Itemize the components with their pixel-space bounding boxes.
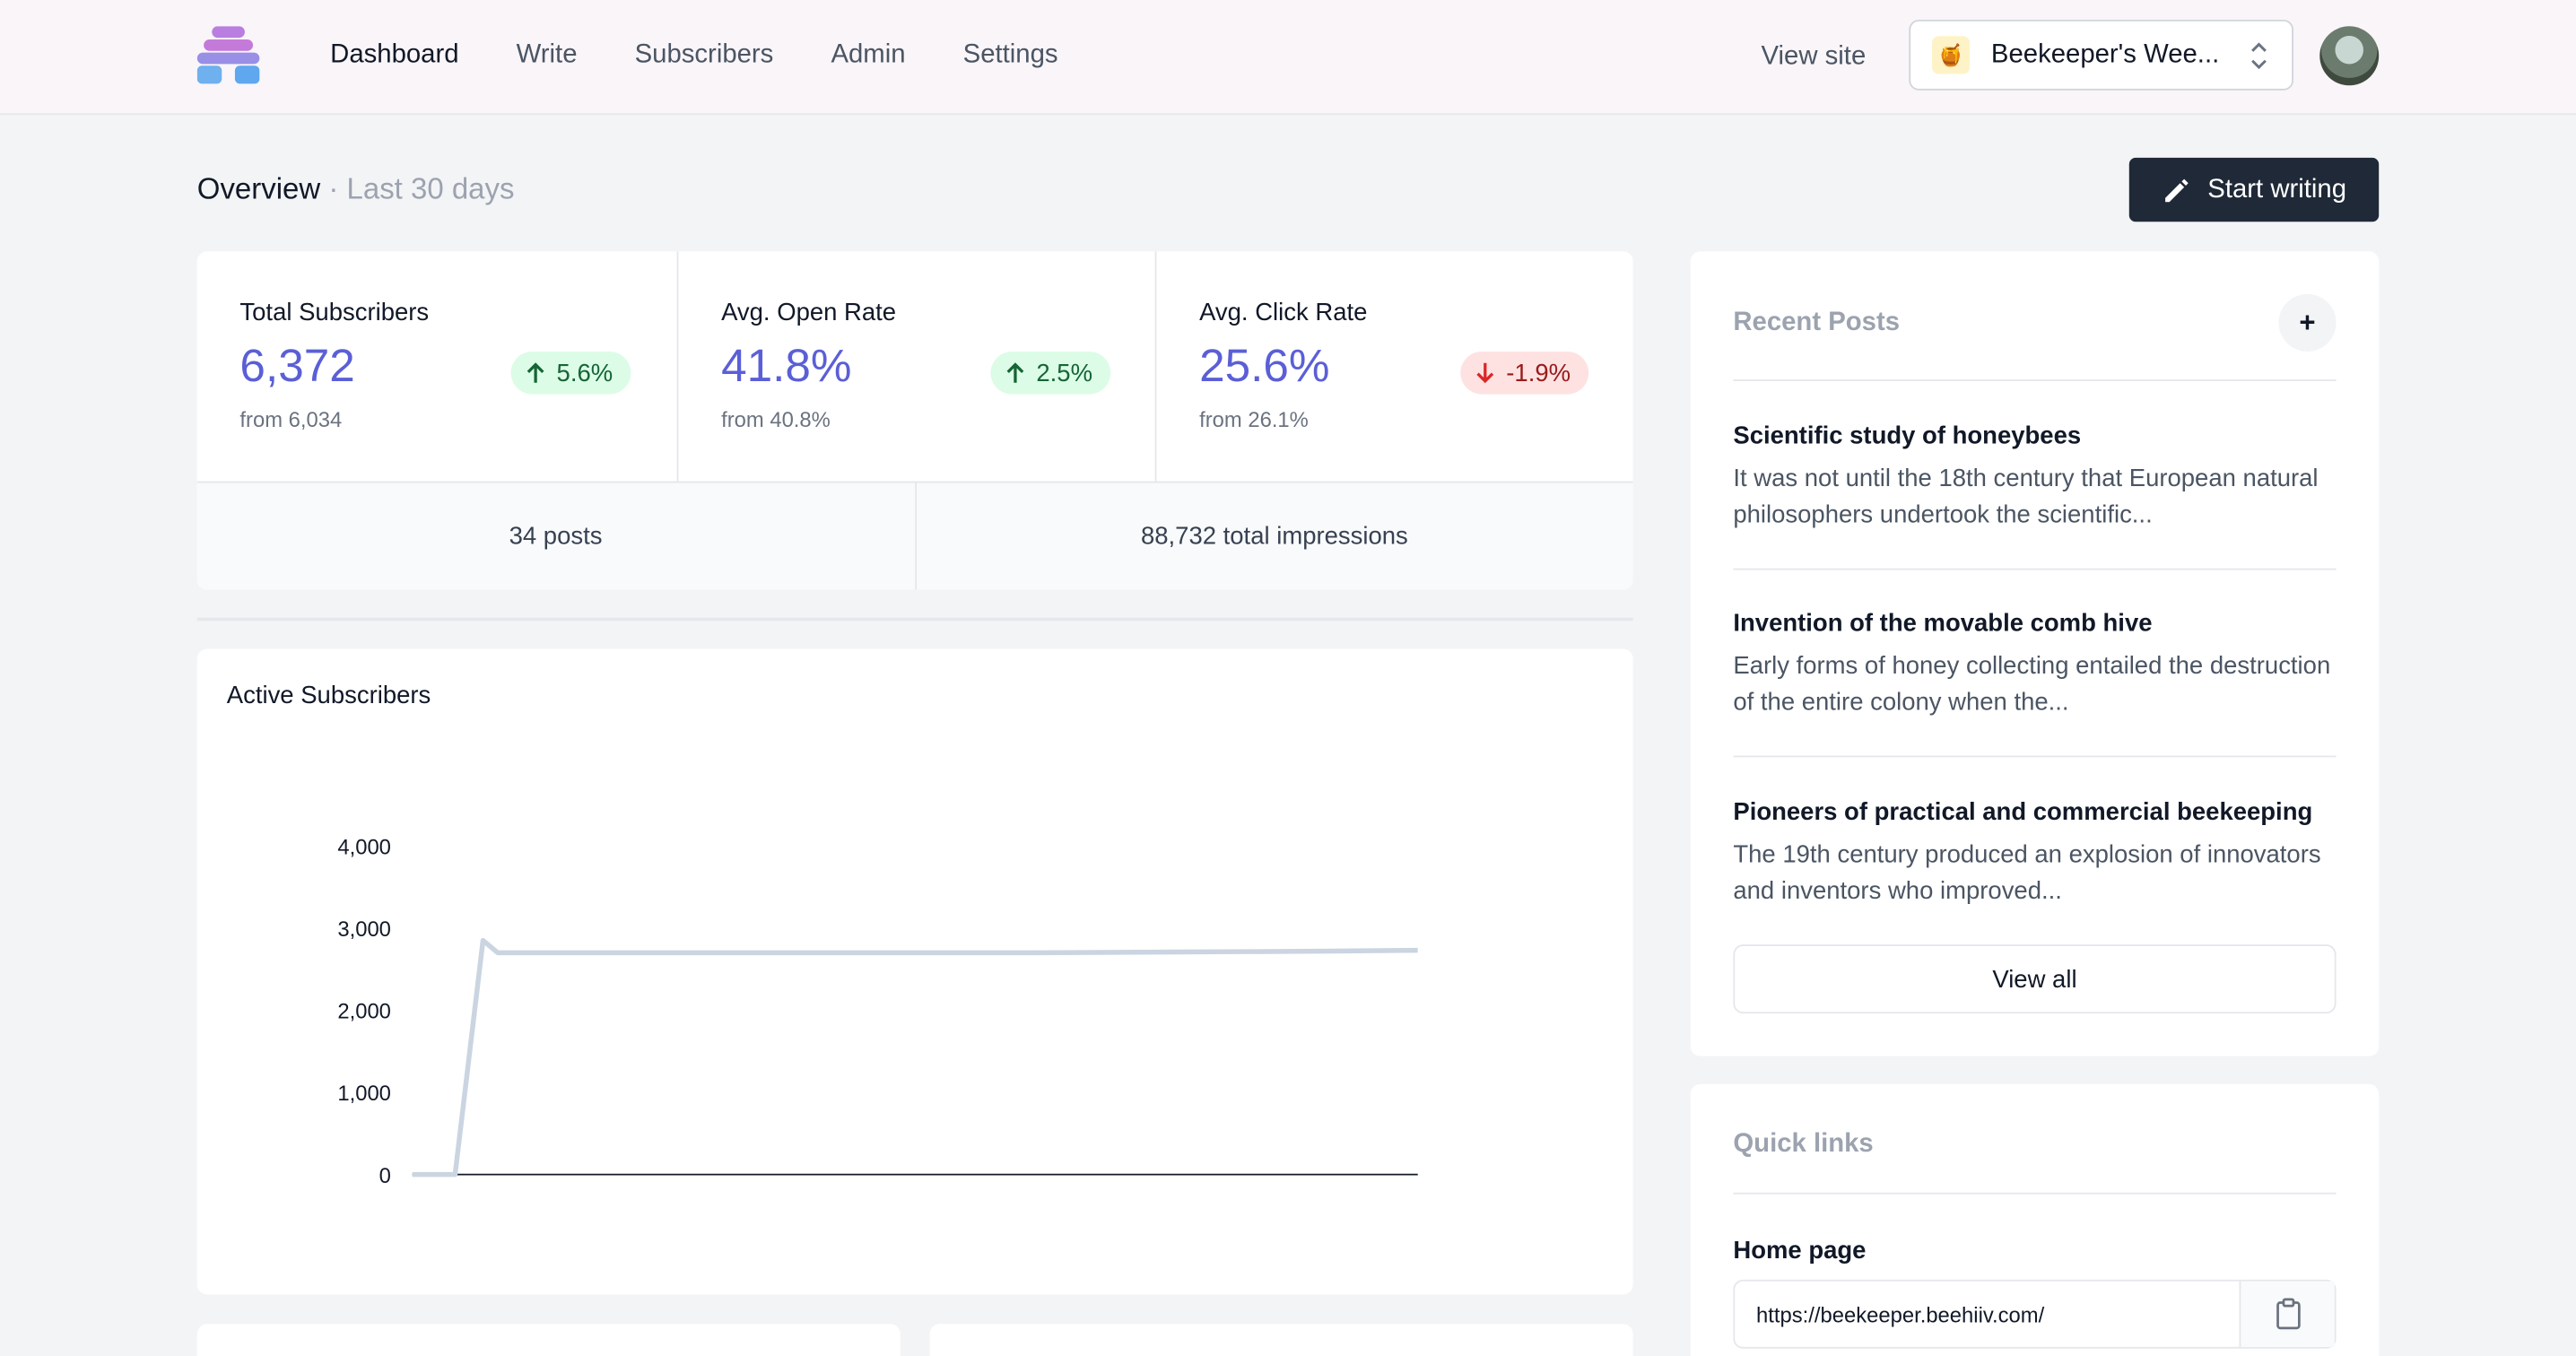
nav-write[interactable]: Write (516, 40, 578, 69)
beehiiv-logo[interactable] (196, 26, 260, 85)
stat-label: Avg. Open Rate (721, 299, 897, 327)
nav-dashboard[interactable]: Dashboard (330, 40, 459, 69)
change-badge: 5.6% (510, 351, 631, 395)
start-writing-label: Start writing (2207, 175, 2346, 204)
stat-click-rate: Avg. Click Rate 25.6% -1.9% from 26.1% (1154, 251, 1633, 482)
change-value: -1.9% (1506, 359, 1571, 387)
stat-open-rate: Avg. Open Rate 41.8% 2.5% from 40.8% (676, 251, 1155, 482)
series-line (412, 937, 1418, 1178)
divider (1733, 1192, 2337, 1195)
arrow-up-icon (527, 362, 544, 383)
post-title: Pioneers of practical and commercial bee… (1733, 798, 2313, 827)
overview-title: Overview (196, 172, 321, 205)
stats-card: Total Subscribers 6,372 5.6% from 6,034 … (196, 251, 1633, 590)
quick-links-card: Quick links Home page https://beekeeper.… (1690, 1083, 2380, 1356)
chart-svg: 0 1,000 2,000 3,000 4,000 (337, 835, 1418, 1188)
main-nav: Dashboard Write Subscribers Admin Settin… (330, 39, 1057, 73)
arrow-up-icon (1006, 362, 1023, 383)
change-value: 5.6% (556, 359, 614, 387)
pencil-icon (2164, 178, 2189, 202)
quick-links-title: Quick links (1733, 1130, 1874, 1159)
stat-value: 41.8% (721, 340, 852, 391)
view-all-button[interactable]: View all (1733, 944, 2337, 1014)
chart-title: Active Subscribers (226, 682, 431, 710)
post-excerpt: The 19th century produced an explosion o… (1733, 840, 2321, 906)
divider (1733, 568, 2337, 570)
stat-label: Avg. Click Rate (1199, 299, 1368, 327)
divider (1733, 755, 2337, 758)
y-tick-label: 0 (379, 1164, 391, 1188)
stat-label: Total Subscribers (239, 299, 430, 327)
publication-select[interactable]: 🍯 Beekeeper's Wee... (1909, 19, 2293, 91)
section-divider (196, 617, 1633, 622)
honey-jar-icon: 🍯 (1931, 36, 1971, 74)
change-badge: -1.9% (1459, 351, 1589, 395)
start-writing-button[interactable]: Start writing (2128, 157, 2380, 222)
post-title: Invention of the movable comb hive (1733, 609, 2153, 638)
stat-from: from 40.8% (721, 407, 831, 432)
stat-from: from 26.1% (1199, 407, 1309, 432)
user-avatar[interactable] (2319, 26, 2380, 86)
total-impressions: 88,732 total impressions (914, 482, 1632, 590)
bottom-card-left (196, 1324, 901, 1356)
home-page-label: Home page (1733, 1237, 1867, 1265)
stats-totals: 34 posts 88,732 total impressions (196, 481, 1633, 590)
y-tick-label: 2,000 (337, 1000, 391, 1024)
post-excerpt: It was not until the 18th century that E… (1733, 465, 2319, 529)
post-item[interactable]: Invention of the movable comb hive Early… (1733, 608, 2336, 721)
nav-admin[interactable]: Admin (831, 40, 906, 69)
total-posts: 34 posts (509, 522, 603, 551)
y-tick-label: 1,000 (337, 1082, 391, 1106)
stat-from: from 6,034 (239, 407, 343, 432)
bottom-card-right (929, 1324, 1633, 1356)
y-tick-label: 3,000 (337, 917, 391, 942)
view-site-link[interactable]: View site (1761, 42, 1867, 71)
stat-value: 6,372 (239, 340, 355, 391)
overview-range: · Last 30 days (328, 172, 515, 205)
stat-value: 25.6% (1199, 340, 1330, 391)
change-badge: 2.5% (990, 351, 1111, 395)
recent-posts-title: Recent Posts (1733, 309, 1901, 337)
nav-subscribers[interactable]: Subscribers (634, 40, 774, 69)
top-navbar: Dashboard Write Subscribers Admin Settin… (0, 0, 2576, 116)
divider (1733, 379, 2337, 381)
home-page-url: https://beekeeper.beehiiv.com/ (1756, 1301, 2045, 1327)
arrow-down-icon (1476, 362, 1493, 384)
post-item[interactable]: Pioneers of practical and commercial bee… (1733, 796, 2336, 909)
clipboard-icon (2276, 1298, 2300, 1330)
stat-total-subscribers: Total Subscribers 6,372 5.6% from 6,034 (197, 251, 675, 481)
post-title: Scientific study of honeybees (1733, 422, 2082, 450)
active-subscribers-chart: Active Subscribers 0 1,000 2,000 3,000 4,000 (196, 648, 1633, 1295)
add-post-button[interactable]: + (2278, 293, 2337, 352)
copy-button[interactable] (2239, 1281, 2335, 1347)
recent-posts-card: Recent Posts + Scientific study of honey… (1690, 251, 2380, 1056)
chevron-up-down-icon (2251, 42, 2267, 70)
post-excerpt: Early forms of honey collecting entailed… (1733, 652, 2331, 717)
change-value: 2.5% (1036, 359, 1093, 387)
publication-name: Beekeeper's Wee... (1990, 39, 2220, 69)
nav-settings[interactable]: Settings (962, 40, 1058, 69)
post-item[interactable]: Scientific study of honeybees It was not… (1733, 421, 2336, 534)
y-tick-label: 4,000 (337, 835, 391, 859)
home-page-url-field[interactable]: https://beekeeper.beehiiv.com/ (1733, 1279, 2337, 1349)
page-title: Overview · Last 30 days (197, 172, 515, 206)
